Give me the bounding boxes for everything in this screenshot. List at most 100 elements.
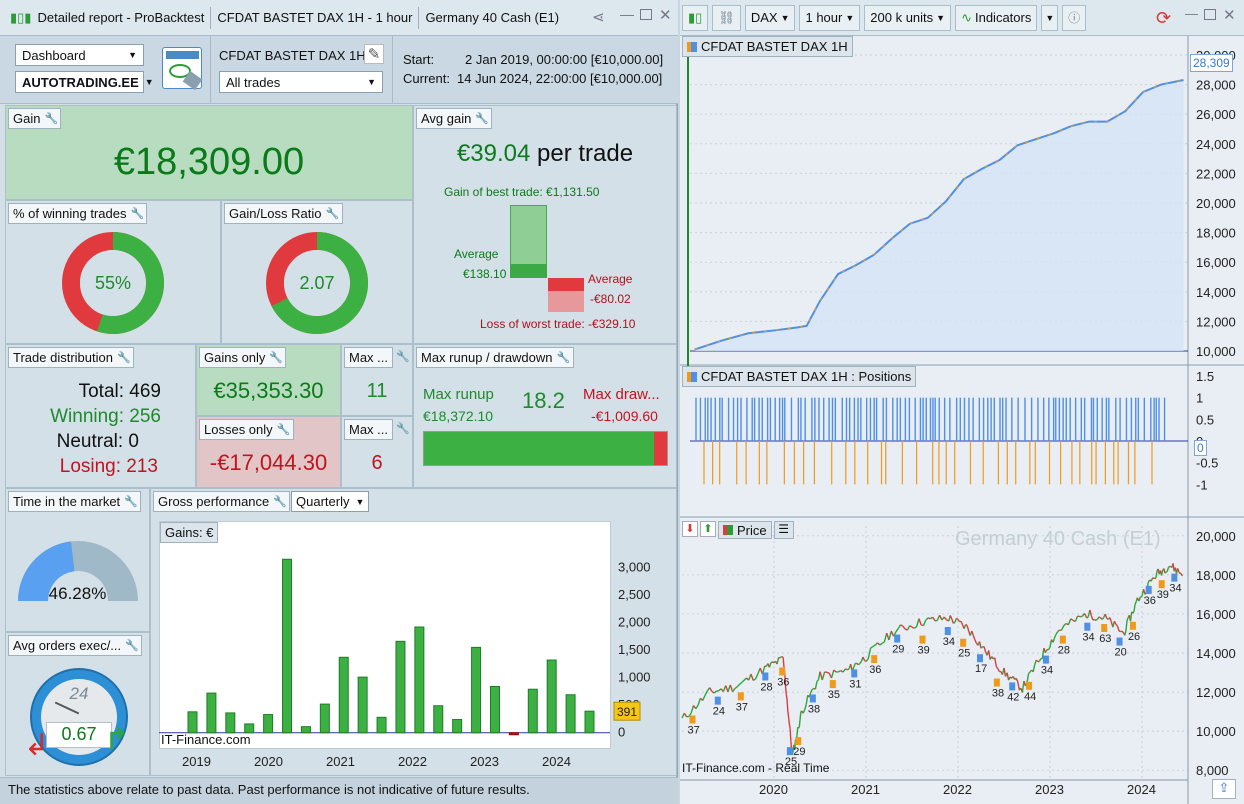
wrench-icon[interactable]: 🔧 — [325, 207, 340, 220]
gain-tag: Gain 🔧 — [8, 108, 62, 129]
y-tick-label: 22,000 — [1196, 166, 1236, 181]
buy-arrow-button[interactable]: ⬆ — [700, 521, 716, 537]
drawdown-label: Max draw... — [583, 386, 660, 403]
maximize-icon[interactable] — [1204, 9, 1216, 20]
quarter-bar — [225, 712, 236, 734]
quarter-bar — [414, 626, 425, 734]
winning-trades: Winning: 256 — [50, 406, 161, 427]
wrench-icon[interactable]: 🔧 — [130, 207, 145, 220]
wrench-icon[interactable]: 🔧 — [44, 112, 59, 125]
y-tick-label: -1 — [1196, 477, 1208, 492]
wrench-icon[interactable]: 🔧 — [556, 351, 571, 364]
quarter-bar — [452, 719, 463, 734]
trade-arrow-marker — [1116, 637, 1123, 646]
disclaimer-footer: The statistics above relate to past data… — [0, 777, 678, 804]
sell-arrow-button[interactable]: ⬇ — [682, 521, 698, 537]
wrench-icon[interactable]: 🔧 — [125, 639, 139, 652]
candlestick-button[interactable]: ▮▯ — [682, 4, 709, 31]
price-segment — [786, 699, 789, 711]
trade-arrow-marker — [795, 737, 802, 746]
close-icon[interactable]: ✕ — [659, 7, 672, 24]
minimize-icon[interactable]: — — [1185, 6, 1198, 21]
list-button[interactable]: ☰ — [773, 521, 794, 539]
price-segment — [1032, 664, 1036, 672]
divider — [418, 6, 420, 29]
price-segment — [951, 618, 955, 624]
x-tick-label: 2020 — [759, 782, 788, 797]
wrench-icon[interactable]: 🔧 — [396, 351, 410, 363]
trade-arrow-marker — [762, 672, 769, 681]
avg-gain-panel: Avg gain 🔧 €39.04 per trade Gain of best … — [413, 105, 677, 344]
system-title: CFDAT BASTET DAX 1H - 1 hour — [217, 10, 413, 25]
trade-count-label: 24 — [713, 706, 725, 718]
trade-count-label: 42 — [1007, 691, 1019, 703]
trade-filter-select[interactable]: All trades ▼ — [219, 71, 383, 93]
price-segment — [816, 679, 819, 682]
timeframe-button[interactable]: 1 hour ▼ — [799, 4, 861, 31]
close-icon[interactable]: ✕ — [1223, 7, 1236, 24]
divider — [210, 6, 212, 29]
account-select[interactable]: AUTOTRADING.EE ▼ — [15, 71, 154, 93]
trade-arrow-marker — [779, 667, 786, 676]
info-button[interactable]: ⓘ — [1062, 4, 1087, 31]
wrench-icon[interactable]: 🔧 — [273, 495, 287, 508]
quarter-bar — [319, 703, 330, 734]
max-consec-win-value: 11 — [366, 380, 388, 402]
equity-panel: 10,000 12,000 14,000 16,000 18,000 20,000 22,0… — [680, 36, 1244, 366]
price-segment — [865, 658, 869, 662]
period-select[interactable]: Quarterly ▼ — [291, 491, 369, 512]
y-tick-label: 0.5 — [1196, 412, 1214, 427]
edit-pencil-icon[interactable]: ✎ — [364, 44, 384, 64]
worst-trade: Loss of worst trade: -€329.10 — [480, 317, 636, 331]
price-segment — [1126, 617, 1129, 621]
view-select[interactable]: Dashboard ▼ — [15, 44, 144, 66]
quarter-bar — [357, 676, 368, 734]
y-tick-label: 8,000 — [1196, 763, 1229, 778]
avg-loss-value: -€80.02 — [590, 292, 631, 306]
price-segment — [974, 639, 978, 644]
price-segment — [864, 659, 867, 662]
indicators-menu-button[interactable]: ▼ — [1041, 4, 1059, 31]
price-segment — [857, 662, 861, 666]
chevron-down-icon: ▼ — [144, 77, 154, 87]
trade-arrow-marker — [1009, 682, 1016, 691]
maximize-icon[interactable] — [640, 9, 652, 20]
price-segment — [877, 642, 881, 646]
price-segment — [1133, 604, 1136, 612]
units-button[interactable]: 200 k units ▼ — [864, 4, 952, 31]
price-segment — [856, 662, 859, 666]
avg-gain-suffix: per trade — [537, 140, 634, 167]
disclaimer-text: The statistics above relate to past data… — [8, 782, 530, 797]
wrench-icon[interactable]: 🔧 — [475, 112, 490, 125]
y-tick-label: 28,000 — [1196, 78, 1236, 93]
trade-count-label: 39 — [918, 645, 930, 657]
wrench-icon[interactable]: 🔧 — [396, 423, 410, 435]
indicators-button[interactable]: ∿ Indicators — [955, 4, 1038, 31]
link-button[interactable]: ⛓ — [712, 4, 741, 31]
wrench-icon[interactable]: 🔧 — [124, 495, 138, 508]
minimize-icon[interactable]: — — [620, 6, 634, 22]
price-segment — [704, 690, 708, 696]
price-segment — [913, 626, 917, 629]
y-tick-label: 1,500 — [618, 642, 651, 657]
y-tick-label: 20,000 — [1196, 529, 1236, 544]
wrench-icon[interactable]: 🔧 — [116, 351, 131, 364]
ticker-button[interactable]: DAX ▼ — [744, 4, 796, 31]
winning-pct-value: 55% — [94, 273, 132, 293]
donut-gain-arc — [266, 232, 368, 334]
report-settings-icon[interactable] — [162, 47, 203, 91]
wrench-icon[interactable]: 🔧 — [269, 351, 284, 364]
price-segment — [754, 673, 759, 680]
info-icon: ⓘ — [1068, 11, 1081, 25]
price-tag[interactable]: Price — [718, 521, 772, 539]
price-segment — [904, 628, 908, 631]
runup-drawdown-panel: Max runup / drawdown 🔧 Max runup €18,372.… — [413, 344, 677, 488]
gain-loss-ratio-panel: Gain/Loss Ratio 🔧 2.07 — [221, 200, 413, 344]
price-segment — [776, 657, 780, 665]
scroll-top-button[interactable]: ⇪ — [1212, 779, 1236, 799]
refresh-icon[interactable]: ⟳ — [1156, 8, 1172, 28]
price-segment — [711, 690, 715, 694]
price-segment — [949, 615, 953, 620]
share-icon[interactable]: ⋖ — [592, 9, 605, 26]
wrench-icon[interactable]: 🔧 — [276, 423, 291, 436]
